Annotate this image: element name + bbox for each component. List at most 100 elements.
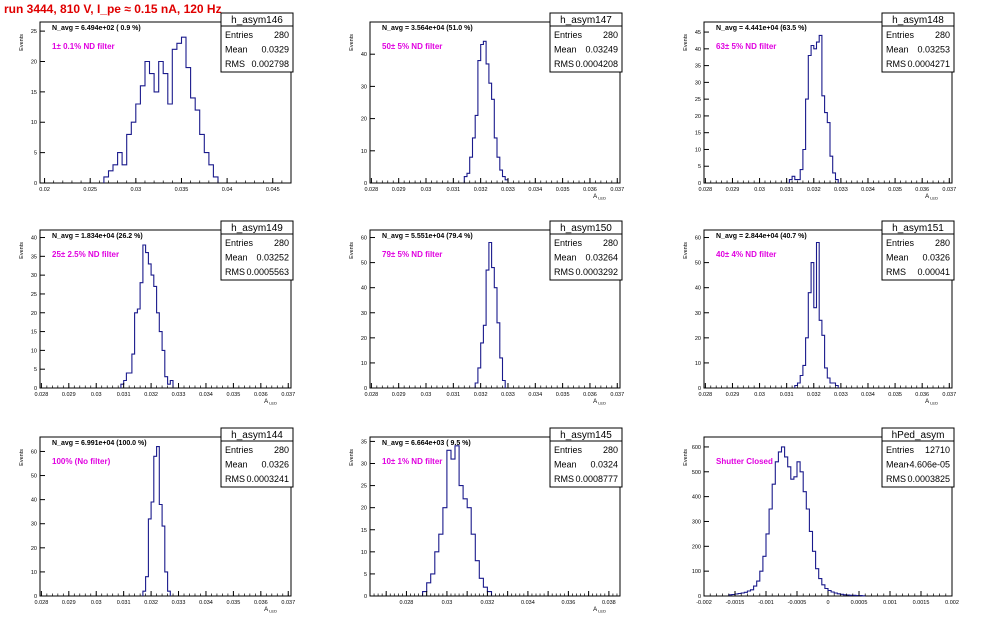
x-tick-label: -0.002 — [696, 600, 712, 606]
x-tick-label: 0.037 — [610, 187, 624, 193]
filter-annotation: 63± 5% ND filter — [716, 42, 776, 51]
x-tick-label: 0.03 — [130, 187, 141, 193]
y-tick-label: 25 — [31, 292, 37, 298]
x-tick-label: 0.029 — [392, 392, 406, 398]
stats-value: 280 — [274, 238, 289, 248]
histogram-panel-h_asym151: 0.028 0.029 0.03 0.031 0.032 0.033 0.034 0.035 0… — [683, 220, 956, 406]
stats-key: Mean — [886, 45, 909, 55]
y-tick-label: 20 — [31, 59, 37, 65]
x-tick-label: 0.04 — [222, 187, 233, 193]
stats-value: 0.0326 — [922, 253, 950, 263]
stats-key: Mean — [554, 45, 577, 55]
stats-box — [549, 220, 623, 281]
x-tick-label: 0.036 — [915, 392, 929, 398]
x-tick-label: 0.03 — [421, 187, 432, 193]
histogram-name: h_asym144 — [231, 430, 283, 441]
stats-value: 280 — [935, 30, 950, 40]
x-tick-label: 0.032 — [474, 187, 488, 193]
x-tick-label: 0.032 — [144, 600, 158, 606]
y-axis-title: Events — [683, 449, 689, 466]
y-tick-label: 40 — [31, 236, 37, 242]
histogram-name: h_asym150 — [560, 223, 612, 234]
page-title: run 3444, 810 V, I_pe ≈ 0.15 nA, 120 Hz — [4, 2, 222, 16]
x-tick-label: 0.038 — [602, 600, 616, 606]
y-axis-title: Events — [349, 242, 355, 259]
y-tick-label: 0 — [364, 181, 367, 187]
x-tick-label: 0.03 — [91, 600, 102, 606]
stats-key: RMS — [886, 474, 906, 484]
y-tick-label: 10 — [31, 348, 37, 354]
filter-annotation: 1± 0.1% ND filter — [52, 42, 115, 51]
y-tick-label: 20 — [31, 546, 37, 552]
filter-annotation: 79± 5% ND filter — [382, 250, 442, 259]
x-tick-label: 0.033 — [501, 187, 515, 193]
histogram-panel-h_asym144: 0.028 0.029 0.03 0.031 0.032 0.033 0.034 0.035 0… — [19, 427, 295, 614]
x-tick-label: 0.045 — [266, 187, 280, 193]
histogram-line — [142, 446, 171, 596]
stats-value: 0.03252 — [256, 253, 289, 263]
y-tick-label: 5 — [34, 151, 37, 157]
stats-value: 0.00041 — [917, 267, 950, 277]
x-tick-label: 0.031 — [446, 392, 460, 398]
stats-key: Mean — [886, 253, 909, 263]
x-tick-label: 0.031 — [117, 600, 131, 606]
histogram-name: h_asym145 — [560, 430, 612, 441]
stats-key: RMS — [886, 267, 906, 277]
histogram-name: h_asym149 — [231, 223, 283, 234]
stats-value: 0.03253 — [917, 45, 950, 55]
x-tick-label: 0 — [826, 600, 829, 606]
y-axis-title: Events — [683, 242, 689, 259]
y-tick-label: 5 — [698, 164, 701, 170]
stats-value: 280 — [603, 238, 618, 248]
y-tick-label: 35 — [31, 254, 37, 260]
y-tick-label: 10 — [31, 570, 37, 576]
x-tick-label: 0.028 — [400, 600, 414, 606]
stats-value: 280 — [935, 238, 950, 248]
x-tick-label: 0.032 — [807, 392, 821, 398]
y-tick-label: 15 — [361, 528, 367, 534]
x-tick-label: 0.028 — [364, 392, 378, 398]
y-tick-label: 10 — [361, 550, 367, 556]
x-tick-label: -0.0015 — [726, 600, 745, 606]
y-tick-label: 50 — [31, 474, 37, 480]
stats-box — [881, 220, 955, 281]
x-tick-label: 0.03 — [754, 392, 765, 398]
plot-frame — [703, 21, 953, 184]
y-tick-label: 60 — [361, 236, 367, 242]
stats-key: Mean — [225, 45, 248, 55]
stats-value: 0.0003292 — [575, 267, 618, 277]
y-tick-label: 10 — [31, 120, 37, 126]
x-tick-label: -0.0005 — [788, 600, 807, 606]
y-tick-label: 30 — [361, 84, 367, 90]
x-tick-label: 0.028 — [364, 187, 378, 193]
stats-key: Entries — [225, 30, 254, 40]
x-axis-title: A LED — [593, 194, 606, 201]
histogram-panel-h_asym145: 0.028 0.03 0.032 0.034 0.036 0.038 0 5 10 15 20 25 3… — [349, 427, 623, 614]
y-tick-label: 50 — [361, 261, 367, 267]
y-tick-label: 0 — [34, 386, 37, 392]
x-tick-label: 0.035 — [227, 392, 241, 398]
y-axis-title: Events — [683, 34, 689, 51]
histogram-line — [422, 445, 493, 596]
stats-key: Mean — [886, 460, 909, 470]
y-tick-label: 20 — [361, 336, 367, 342]
stats-box — [881, 427, 955, 488]
y-tick-label: 0 — [698, 386, 701, 392]
y-tick-label: 20 — [695, 114, 701, 120]
x-tick-label: 0.035 — [888, 392, 902, 398]
stats-key: Entries — [886, 238, 915, 248]
stats-value: 280 — [274, 30, 289, 40]
stats-value: 0.0003825 — [907, 474, 950, 484]
y-tick-label: 40 — [695, 47, 701, 53]
x-axis-title: A LED — [593, 399, 606, 406]
x-tick-label: 0.033 — [172, 392, 186, 398]
navg-label: N_avg = 6.494e+02 ( 0.9 %) — [52, 25, 141, 32]
x-tick-label: 0.037 — [610, 392, 624, 398]
x-tick-label: 0.028 — [34, 392, 48, 398]
stats-value: 0.0008777 — [575, 474, 618, 484]
stats-key: Entries — [225, 445, 254, 455]
x-tick-label: 0.002 — [945, 600, 959, 606]
stats-key: Mean — [225, 460, 248, 470]
navg-label: N_avg = 6.664e+03 ( 9.5 %) — [382, 440, 471, 447]
y-tick-label: 25 — [31, 29, 37, 35]
